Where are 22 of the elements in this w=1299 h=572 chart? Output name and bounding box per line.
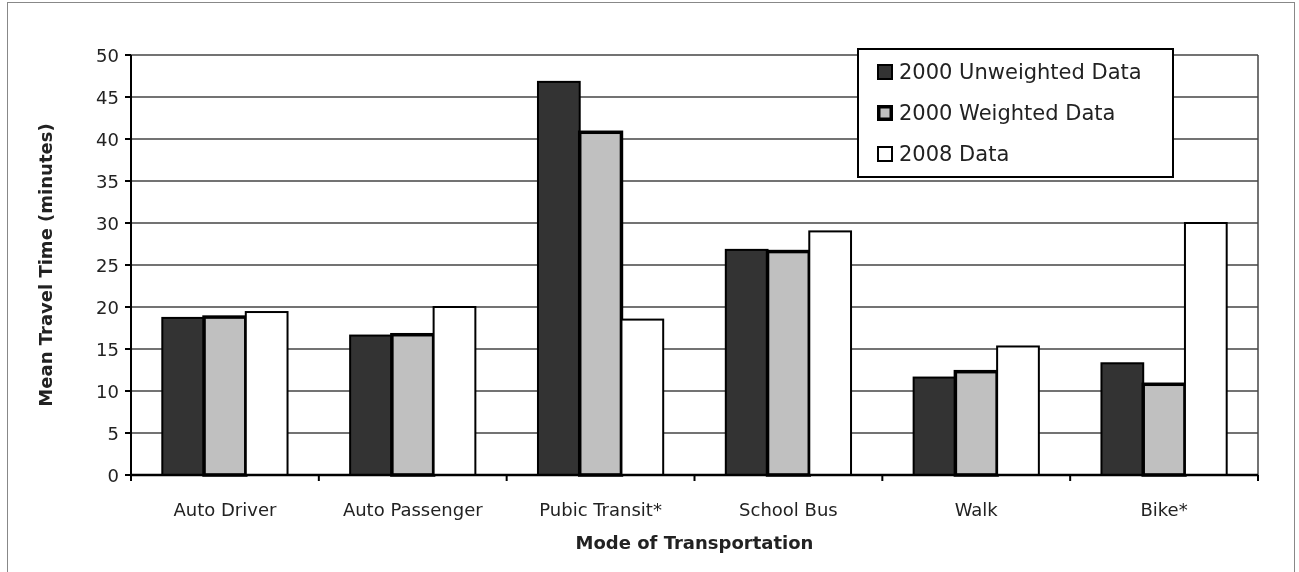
legend-label: 2000 Weighted Data: [899, 101, 1116, 125]
y-tick-label: 0: [107, 464, 119, 486]
y-tick-label: 20: [96, 296, 119, 318]
y-tick-label: 40: [96, 128, 119, 150]
y-tick-label: 35: [96, 170, 119, 192]
y-tick-label: 5: [107, 422, 119, 444]
x-axis-title: Mode of Transportation: [575, 531, 814, 553]
x-tick-label: Pubic Transit*: [539, 498, 662, 520]
y-tick-label: 15: [96, 338, 119, 360]
legend-label: 2008 Data: [899, 142, 1010, 166]
y-tick-label: 10: [96, 380, 119, 402]
x-tick-label: Auto Driver: [173, 498, 277, 520]
y-axis-title: Mean Travel Time (minutes): [34, 123, 56, 407]
y-tick-label: 25: [96, 254, 119, 276]
x-tick-label: School Bus: [739, 498, 838, 520]
x-tick-label: Auto Passenger: [342, 498, 484, 520]
x-tick-label: Walk: [954, 498, 999, 520]
y-tick-label: 30: [96, 212, 119, 234]
legend-label: 2000 Unweighted Data: [899, 60, 1142, 84]
y-tick-label: 45: [96, 86, 119, 108]
y-tick-label: 50: [96, 44, 119, 66]
x-tick-label: Bike*: [1140, 498, 1188, 520]
